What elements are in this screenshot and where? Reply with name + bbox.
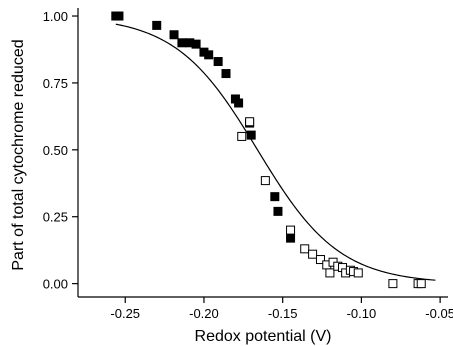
x-tick-label: -0.10: [347, 306, 377, 321]
open-square-point: [300, 244, 310, 254]
filled-square-point: [114, 11, 124, 21]
open-square-point: [286, 225, 296, 235]
open-square-point: [416, 279, 426, 289]
x-tick-label: -0.15: [268, 306, 298, 321]
y-tick-label: 0.50: [43, 143, 68, 158]
x-tick-label: -0.05: [425, 306, 453, 321]
open-square-point: [308, 249, 318, 259]
open-square-point: [325, 268, 335, 278]
filled-square-point: [204, 50, 214, 60]
fit-curve-layer: [115, 23, 436, 281]
x-axis-title: Redox potential (V): [195, 328, 332, 345]
open-square-point: [388, 279, 398, 289]
data-points-layer: [111, 11, 426, 289]
plot-frame: [77, 8, 448, 298]
y-axis-title: Part of total cytochrome reduced: [10, 39, 27, 270]
open-square-point: [260, 176, 270, 186]
y-axis-ticks: 0.00 0.25 0.50 0.75 1.00: [43, 9, 78, 292]
filled-square-point: [169, 30, 179, 40]
filled-square-point: [221, 69, 231, 79]
x-tick-label: -0.25: [110, 306, 140, 321]
open-square-point: [353, 268, 363, 278]
x-axis-ticks: -0.25 -0.20 -0.15 -0.10 -0.05: [110, 297, 453, 321]
filled-square-point: [273, 206, 283, 216]
filled-square-point: [177, 38, 187, 48]
filled-square-point: [152, 20, 162, 30]
filled-square-point: [191, 39, 201, 49]
filled-square-point: [246, 130, 256, 140]
filled-square-point: [213, 57, 223, 67]
y-tick-label: 0.25: [43, 210, 68, 225]
y-tick-label: 0.75: [43, 76, 68, 91]
filled-square-point: [234, 98, 244, 108]
filled-square-point: [286, 233, 296, 243]
open-square-point: [237, 131, 247, 141]
y-tick-label: 0.00: [43, 277, 68, 292]
x-tick-label: -0.20: [189, 306, 219, 321]
filled-square-point: [270, 192, 280, 202]
y-tick-label: 1.00: [43, 9, 68, 24]
open-square-point: [245, 117, 255, 127]
fit-curve: [115, 23, 436, 281]
open-square-point: [315, 255, 325, 265]
